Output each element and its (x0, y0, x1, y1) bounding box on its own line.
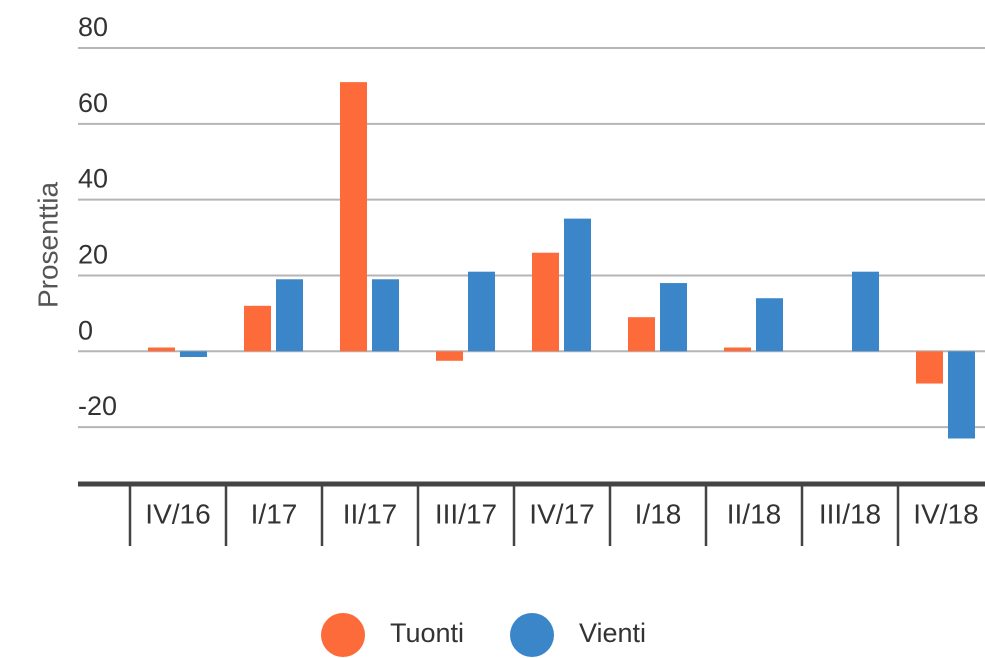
legend-label: Tuonti (390, 618, 464, 648)
x-tick-label: IV/18 (913, 498, 978, 529)
bar (244, 305, 271, 352)
x-tick-label: III/17 (435, 498, 497, 529)
bar (852, 271, 879, 352)
bar (916, 351, 943, 384)
bar (276, 279, 303, 352)
bar (436, 351, 463, 361)
y-tick-label: 60 (78, 88, 108, 118)
x-tick-label: IV/16 (145, 498, 210, 529)
x-tick-label: II/18 (727, 498, 781, 529)
x-tick-label: II/17 (343, 498, 397, 529)
x-tick-label: IV/17 (529, 498, 594, 529)
legend-label: Vienti (579, 618, 646, 648)
bar (628, 317, 655, 352)
bar (340, 82, 367, 352)
bar (148, 347, 175, 352)
bar (372, 279, 399, 352)
y-tick-label: 80 (78, 12, 108, 42)
bar (468, 271, 495, 352)
legend-swatch (321, 613, 365, 657)
y-tick-label: 0 (78, 315, 93, 345)
y-tick-label: 20 (78, 239, 108, 269)
x-tick-label: III/18 (819, 498, 881, 529)
x-tick-label: I/18 (635, 498, 682, 529)
y-tick-label: 40 (78, 164, 108, 194)
bar (180, 351, 207, 357)
bar (948, 351, 975, 439)
bar (724, 347, 751, 352)
x-tick-label: I/17 (251, 498, 298, 529)
bar (756, 298, 783, 352)
y-axis-label: Prosenttia (32, 182, 63, 308)
bar (564, 218, 591, 352)
bar (532, 252, 559, 352)
legend-swatch (510, 613, 554, 657)
y-tick-label: -20 (78, 391, 117, 421)
bar (660, 283, 687, 352)
